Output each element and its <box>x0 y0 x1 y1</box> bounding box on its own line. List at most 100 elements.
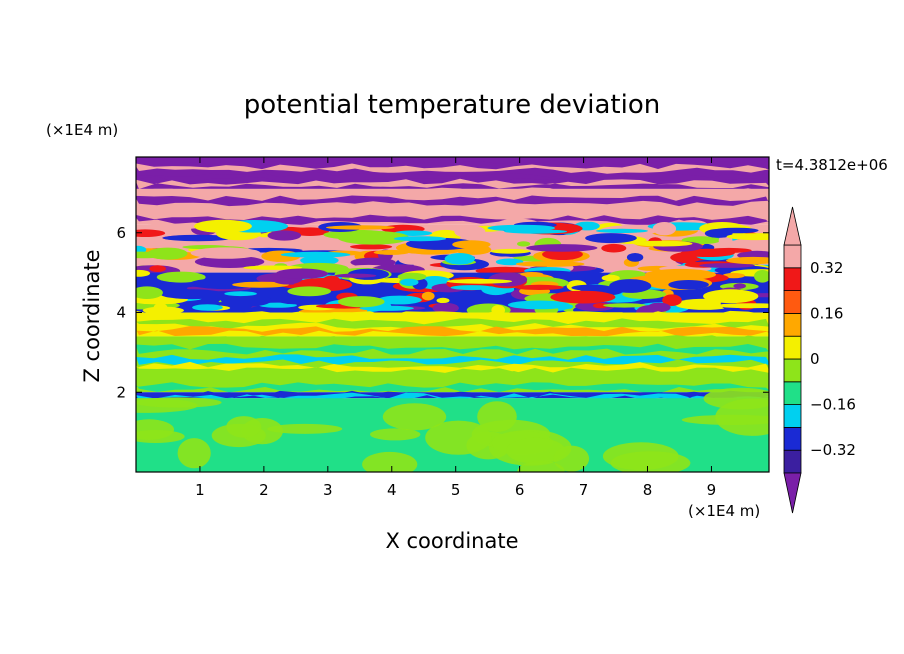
field-eddy <box>259 302 297 308</box>
field-eddy <box>715 303 769 309</box>
field-eddy <box>726 256 769 265</box>
field-eddy <box>337 231 410 245</box>
field-streak <box>136 371 769 382</box>
contour-field <box>136 157 769 472</box>
colorbar-label: −0.16 <box>810 396 856 414</box>
field-plume <box>267 423 343 434</box>
field-eddy <box>733 283 746 289</box>
field-eddy <box>550 290 616 304</box>
y-tick-label: 6 <box>116 224 126 242</box>
field-eddy <box>160 289 224 300</box>
field-eddy <box>143 223 203 230</box>
field-plume <box>177 438 211 469</box>
colorbar-label: 0 <box>810 350 820 368</box>
field-plume <box>715 398 769 436</box>
field-streak <box>136 343 769 355</box>
colorbar-max-extension <box>783 206 802 246</box>
field-eddy <box>300 255 339 266</box>
field-eddy <box>626 253 644 262</box>
field-eddy <box>647 302 671 313</box>
field-eddy <box>601 274 620 282</box>
field-eddy <box>359 305 414 311</box>
field-eddy <box>436 297 450 304</box>
field-eddy <box>326 225 395 230</box>
field-eddy <box>163 234 233 242</box>
colorbar-min-extension <box>783 472 802 514</box>
field-eddy <box>514 284 564 290</box>
plot-frame <box>135 156 770 473</box>
field-streak <box>136 361 769 373</box>
field-streak <box>136 195 769 207</box>
field-eddy <box>393 236 447 242</box>
colorbar-segment <box>783 449 802 474</box>
field-eddy <box>350 244 393 250</box>
field-eddy <box>668 280 709 290</box>
field-streak <box>136 205 769 217</box>
field-eddy <box>454 225 486 239</box>
field-eddy <box>181 282 237 288</box>
field-eddy <box>452 240 491 249</box>
field-streak <box>136 178 769 189</box>
field-plume <box>382 403 447 431</box>
field-eddy <box>247 240 289 247</box>
field-eddy <box>515 261 585 267</box>
field-eddy <box>373 249 410 255</box>
field-eddy <box>601 243 627 253</box>
field-plume <box>517 460 565 472</box>
x-tick-label: 1 <box>195 481 205 499</box>
field-eddy <box>517 241 531 247</box>
field-eddy <box>699 263 755 268</box>
field-eddy <box>754 270 769 283</box>
field-eddy <box>350 257 396 268</box>
field-eddy <box>136 286 163 299</box>
field-eddy <box>450 285 493 291</box>
field-eddy <box>224 291 257 297</box>
colorbar-segment <box>783 290 802 314</box>
field-eddy <box>680 248 735 257</box>
field-streak <box>136 318 769 329</box>
field-eddy <box>287 286 332 297</box>
colorbar-label: 0.16 <box>810 304 843 322</box>
field-streak <box>136 382 769 393</box>
field-eddy <box>136 269 151 277</box>
field-streak <box>136 214 769 226</box>
x-tick-label: 6 <box>515 481 525 499</box>
field-eddy <box>714 227 759 234</box>
x-tick-label: 9 <box>707 481 717 499</box>
field-streak <box>136 171 769 183</box>
field-streak <box>136 354 769 365</box>
colorbar-segment <box>783 267 802 291</box>
field-eddy <box>232 281 289 288</box>
y-tick-label: 2 <box>116 383 126 401</box>
field-eddy <box>142 306 184 315</box>
field-eddy <box>432 302 459 314</box>
x-tick-label: 7 <box>579 481 589 499</box>
field-eddy <box>136 251 176 259</box>
field-eddy <box>726 233 769 241</box>
field-plume <box>136 430 185 443</box>
x-tick-label: 2 <box>259 481 269 499</box>
x-tick-label: 3 <box>323 481 333 499</box>
colorbar-segment <box>783 244 802 269</box>
field-plume <box>610 451 691 472</box>
field-plume <box>362 451 418 472</box>
colorbar-label: 0.32 <box>810 259 843 277</box>
field-eddy <box>156 271 206 283</box>
x-axis-label: X coordinate <box>385 529 518 553</box>
x-axis: 1 2 3 4 5 6 7 8 9 <box>195 157 716 499</box>
x-tick-label: 4 <box>387 481 397 499</box>
colorbar-segment <box>783 381 802 405</box>
field-eddy <box>592 303 608 309</box>
colorbar-segment <box>783 312 802 337</box>
field-eddy <box>446 278 513 284</box>
field-streak <box>136 187 769 199</box>
x-unit-label: (×1E4 m) <box>688 502 760 520</box>
field-eddy <box>652 222 677 236</box>
field-eddy <box>504 229 568 234</box>
field-streak <box>136 326 769 337</box>
x-tick-label: 8 <box>643 481 653 499</box>
field-eddy <box>267 230 302 241</box>
field-eddy <box>703 289 759 304</box>
field-eddy <box>400 278 419 286</box>
